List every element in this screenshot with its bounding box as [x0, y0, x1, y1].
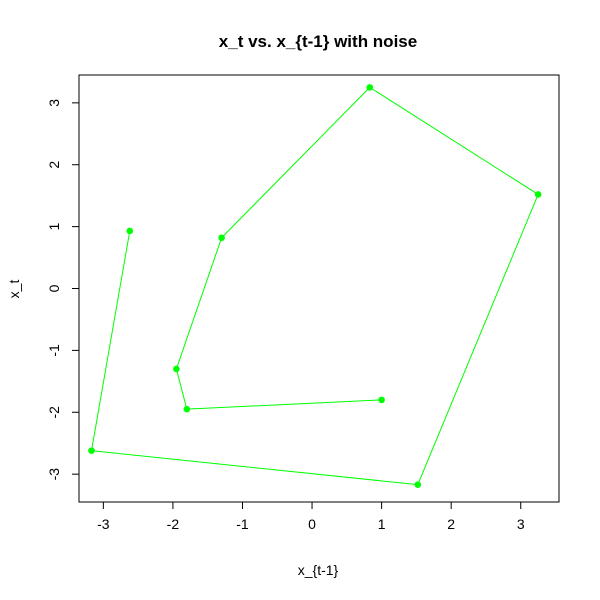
series-line-segment [186, 399, 382, 410]
x-tick-label: 1 [378, 516, 386, 532]
y-tick-label: -2 [46, 406, 62, 419]
series-line-segment [175, 237, 223, 370]
x-tick-label: -1 [236, 516, 249, 532]
y-tick-label: 2 [46, 161, 62, 169]
data-point [88, 447, 95, 454]
data-point [534, 191, 542, 198]
y-tick-label: -3 [46, 468, 62, 481]
series-line-segment [175, 368, 188, 410]
chart-title: x_t vs. x_{t-1} with noise [219, 32, 417, 51]
data-point [378, 396, 385, 404]
x-tick-label: -3 [97, 516, 110, 532]
y-axis-label: x_t [6, 280, 22, 299]
series-layer [88, 84, 542, 488]
x-tick-label: 0 [308, 516, 316, 532]
x-tick-label: 2 [447, 516, 455, 532]
y-tick-label: 3 [46, 99, 62, 107]
data-point [414, 481, 422, 488]
x-axis: -3 -2 -1 0 1 2 3 [97, 501, 525, 532]
series-line-segment [91, 230, 131, 451]
x-axis-label: x_{t-1} [298, 562, 339, 578]
series-line-segment [91, 450, 418, 486]
x-tick-label: -2 [167, 516, 180, 532]
series-line-segment [221, 87, 371, 239]
y-tick-label: 1 [46, 223, 62, 231]
data-point [173, 365, 180, 373]
x-tick-label: 3 [517, 516, 525, 532]
data-point [218, 234, 225, 242]
data-point [183, 405, 191, 413]
data-point [126, 227, 134, 235]
data-point [366, 84, 374, 91]
y-axis: -3 -2 -1 0 1 2 3 [46, 99, 80, 481]
y-tick-label: 0 [46, 284, 62, 292]
series-line-segment [369, 86, 539, 195]
y-tick-label: -1 [46, 344, 62, 357]
series-line-segment [417, 194, 539, 485]
